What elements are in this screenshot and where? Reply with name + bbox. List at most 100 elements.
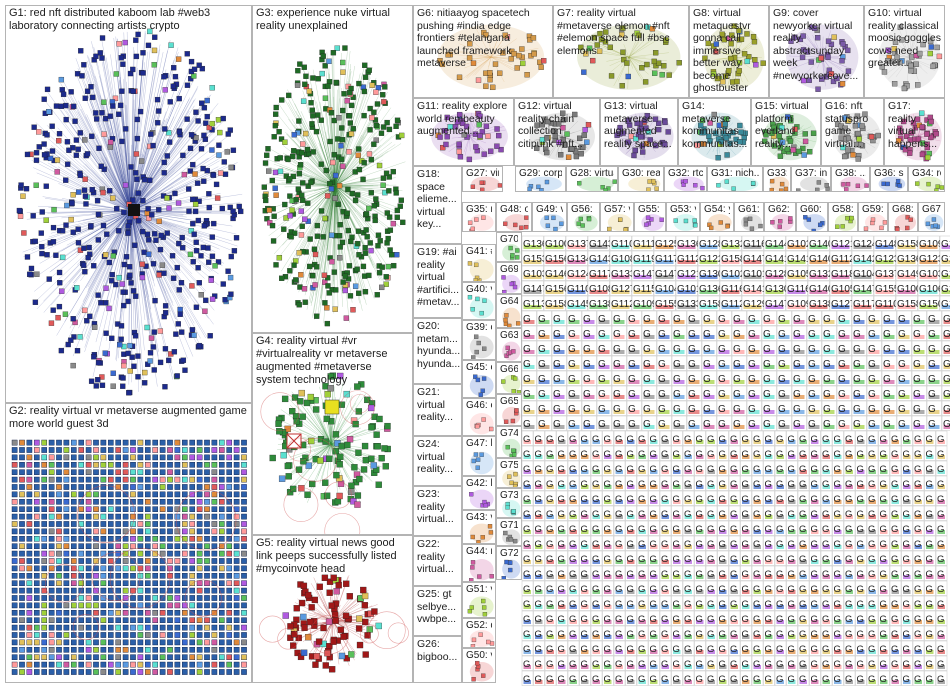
small-group-nodes — [502, 341, 521, 361]
group-panel-g4[interactable]: G4: reality virtual #vr #virtualreality … — [252, 333, 413, 535]
small-group-nodes — [607, 214, 632, 231]
small-group-panel[interactable]: G68: drjb... — [888, 202, 918, 232]
small-group-panel[interactable]: G33: #a... — [763, 166, 791, 192]
group-g3-nodes — [261, 45, 406, 327]
small-group-panel[interactable]: G63: trai... — [496, 328, 522, 362]
group-panel-g18[interactable]: G18: space elieme... virtual key... — [413, 166, 462, 244]
small-group-panel[interactable]: G40: virtu... — [462, 282, 496, 320]
group-panel-g25[interactable]: G25: gt selbye... vwbpe... — [413, 586, 462, 636]
group-panel-g12[interactable]: G12: virtual reality chain collection ci… — [514, 98, 600, 166]
small-group-panel[interactable]: G49: virtu... — [532, 202, 567, 232]
group-panel-g23[interactable]: G23: reality virtual... — [413, 486, 462, 536]
small-group-panel[interactable]: G41: #art... — [462, 244, 496, 282]
small-group-panel[interactable]: G42: lam... — [462, 476, 496, 510]
small-group-nodes — [835, 214, 856, 231]
small-group-panel[interactable]: G74: virt... — [496, 426, 522, 458]
group-panel-g24[interactable]: G24: virtual reality... — [413, 436, 462, 486]
small-group-panel[interactable]: G61: reali... — [734, 202, 764, 232]
small-group-panel[interactable]: G65: m... — [496, 394, 522, 426]
group-g15-nodes — [761, 112, 818, 161]
small-group-panel[interactable]: G71: fre... — [496, 518, 522, 546]
small-group-panel[interactable]: G35: met... toke... — [462, 202, 496, 232]
small-group-panel[interactable]: G66: cr... — [496, 362, 522, 394]
small-group-panel[interactable]: G38: ... — [831, 166, 870, 192]
small-group-panel[interactable]: G47: hop... — [462, 436, 496, 476]
small-group-panel[interactable]: G51: virtu... — [462, 582, 496, 618]
small-group-panel[interactable]: G28: virtual... — [566, 166, 618, 192]
group-panel-g9[interactable]: G9: cover newyorker virtual reality abst… — [769, 5, 864, 98]
small-group-panel[interactable]: G31: nich... — [707, 166, 763, 192]
small-group-panel[interactable]: G52: digiv... — [462, 618, 496, 648]
small-group-panel[interactable]: G70: rea... — [496, 232, 522, 262]
group-panel-g15[interactable]: G15: virtual platform everland reality..… — [751, 98, 821, 166]
group-label-g18: G18: space elieme... virtual key... — [417, 168, 457, 230]
small-group-panel[interactable]: G73: virt... — [496, 488, 522, 518]
small-group-nodes — [469, 334, 494, 359]
group-panel-g17[interactable]: G17: reality virtual happens... — [884, 98, 945, 166]
group-panel-g8[interactable]: G8: virtual metaquestvr gonna call immer… — [689, 5, 769, 98]
small-group-panel[interactable]: G29: corporat... — [515, 166, 566, 192]
group-g6-nodes — [437, 24, 547, 91]
small-group-nodes — [469, 413, 494, 435]
small-group-panel[interactable]: G64: virt... — [496, 294, 522, 328]
group-g12-nodes — [529, 110, 595, 161]
small-group-panel[interactable]: G39: com... — [462, 320, 496, 360]
group-panel-g11[interactable]: G11: reality explore world rembeauty aug… — [413, 98, 514, 166]
small-group-panel[interactable]: G75: ocu... — [496, 458, 522, 488]
group-label-g26: G26: bigboo... — [417, 638, 458, 663]
group-panel-g20[interactable]: G20: metam... hyunda... hyunda... — [413, 318, 462, 384]
group-panel-g16[interactable]: G16: nft statuspro game virtual... — [821, 98, 884, 166]
group-panel-g5[interactable]: G5: reality virtual news good link peeps… — [252, 535, 413, 683]
small-group-panel[interactable]: G27: virtual... — [462, 166, 503, 192]
small-group-panel[interactable]: G43: virtu... — [462, 510, 496, 544]
small-group-panel[interactable]: G37: intere... — [791, 166, 831, 192]
group-panel-g19[interactable]: G19: #ai reality virtual #artifici... #m… — [413, 244, 462, 318]
small-group-panel[interactable]: G69: rea... — [496, 262, 522, 294]
group-panel-g13[interactable]: G13: virtual metaverse augmented reality… — [600, 98, 678, 166]
small-group-panel[interactable]: G36: scree... — [870, 166, 908, 192]
small-group-panel[interactable]: G72: nft... — [496, 546, 522, 580]
group-label-g19: G19: #ai reality virtual #artifici... #m… — [417, 246, 460, 308]
small-group-nodes — [501, 559, 521, 579]
group-g2-nodes — [11, 439, 247, 675]
small-group-nodes — [469, 559, 494, 581]
group-g5-nodes — [258, 572, 409, 673]
small-group-panel[interactable]: G46: excit... — [462, 398, 496, 436]
group-panel-g14[interactable]: G14: metaverse kommunitas kommunitas... — [678, 98, 751, 166]
small-group-panel[interactable]: G56: paint... — [567, 202, 600, 232]
small-group-panel[interactable]: G55: desi... — [634, 202, 666, 232]
small-group-panel[interactable]: G34: realit... — [908, 166, 945, 192]
small-group-nodes — [878, 176, 906, 191]
group-panel-g6[interactable]: G6: nitiaayog spacetech pushing #india e… — [413, 5, 553, 98]
small-group-panel[interactable]: G48: ok... — [496, 202, 532, 232]
small-group-panel[interactable]: G30: reality... — [618, 166, 664, 192]
small-group-nodes — [501, 274, 521, 293]
group-panel-g22[interactable]: G22: reality virtual... — [413, 536, 462, 586]
small-group-panel[interactable]: G32: rtclick... — [664, 166, 707, 192]
small-group-panel[interactable]: G62: shs... — [764, 202, 796, 232]
small-group-panel[interactable]: G58: virtu... — [828, 202, 858, 232]
group-panel-g2[interactable]: G2: reality virtual vr metaverse augment… — [5, 403, 252, 683]
group-label-g25: G25: gt selbye... vwbpe... — [417, 588, 457, 625]
small-group-panel[interactable]: G60: virtu... — [796, 202, 828, 232]
small-group-panel[interactable]: G44: mar... — [462, 544, 496, 582]
group-label-g21: G21: virtual reality... — [417, 386, 453, 423]
small-group-panel[interactable]: G54: yes — [700, 202, 734, 232]
small-group-panel[interactable]: G50: virtu... — [462, 648, 496, 683]
group-panel-g1[interactable]: G1: red nft distributed kaboom lab #web3… — [5, 5, 252, 403]
group-panel-g26[interactable]: G26: bigboo... — [413, 636, 462, 683]
group-panel-g10[interactable]: G10: virtual reality classical moosic go… — [864, 5, 945, 98]
group-panel-g3[interactable]: G3: experience nuke virtual reality unex… — [252, 5, 413, 333]
small-group-panel[interactable]: G57: virtu... — [600, 202, 634, 232]
small-group-nodes — [673, 176, 705, 191]
small-group-nodes — [839, 176, 869, 191]
small-group-panel[interactable]: G45: envi... — [462, 360, 496, 398]
group-panel-g21[interactable]: G21: virtual reality... — [413, 384, 462, 436]
small-group-panel[interactable]: G59: virtu... — [858, 202, 888, 232]
group-panel-g7[interactable]: G7: reality virtual #metaverse elemon #n… — [553, 5, 689, 98]
small-group-nodes — [894, 214, 916, 231]
small-group-nodes — [770, 214, 794, 231]
small-group-nodes — [501, 374, 521, 393]
small-group-panel[interactable]: G67: dra... — [918, 202, 945, 232]
small-group-panel[interactable]: G53: virtu... — [666, 202, 700, 232]
